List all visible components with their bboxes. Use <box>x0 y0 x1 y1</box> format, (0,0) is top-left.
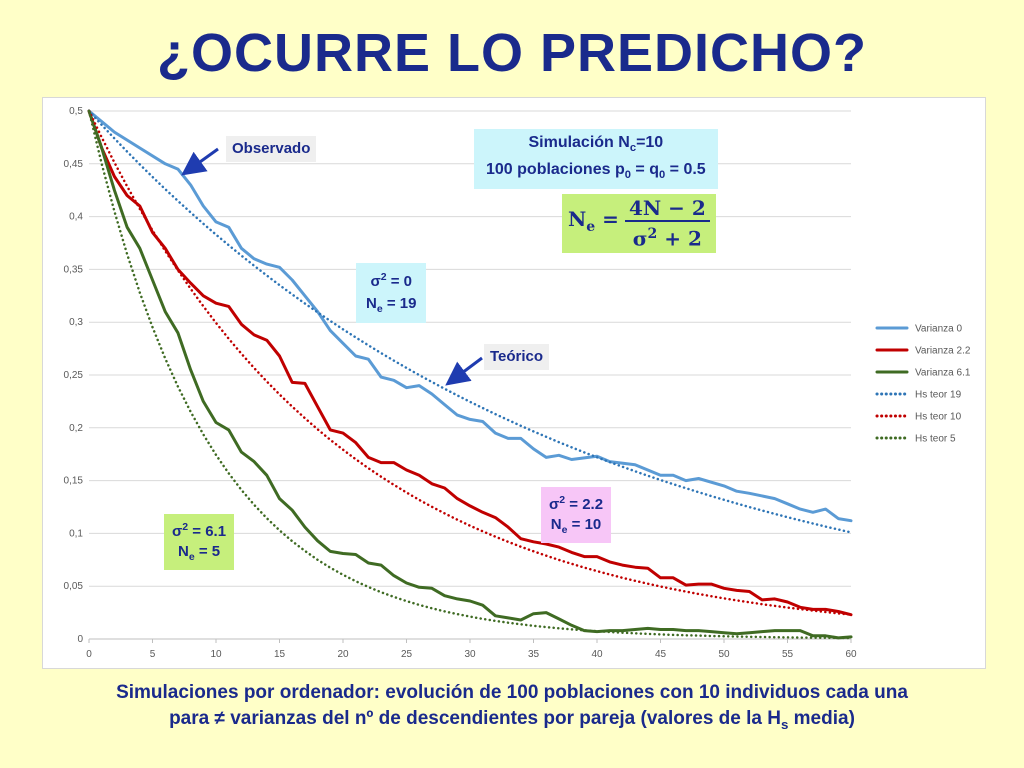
v22-sup: 2 <box>559 494 566 506</box>
chart-panel: 0 0,05 0,1 0,15 0,2 0,25 0,3 0,35 0,4 0,45 0,5 0 5 10… <box>42 97 986 669</box>
legend-label: Varianza 0 <box>915 324 963 335</box>
formula-n: N <box>568 207 587 232</box>
slide-title: ¿OCURRE LO PREDICHO? <box>156 23 867 83</box>
v0-ne: N <box>366 295 377 312</box>
v22-sigma-line: σ2 = 2.2 <box>549 490 603 515</box>
ne-formula: Ne = 4N − 2 σ2 + 2 <box>562 194 716 253</box>
formula-sub-e: e <box>586 219 596 236</box>
formula-plus2: + 2 <box>657 226 702 251</box>
series-line-varianza-0 <box>87 109 853 523</box>
v0-ne-line: Ne = 19 <box>366 293 416 320</box>
variance-0-box: σ2 = 0 Ne = 19 <box>356 263 427 323</box>
caption-line-3: media) <box>788 708 855 729</box>
y-tick-label: 0,15 <box>64 476 84 487</box>
v22-ne: N <box>550 516 562 533</box>
x-tick-label: 50 <box>718 649 730 660</box>
v61-sup: 2 <box>182 521 189 533</box>
v22-ne-line: Ne = 10 <box>549 515 603 540</box>
formula-sup: 2 <box>647 226 658 242</box>
formula-lhs: Ne = <box>568 209 619 237</box>
caption-line-2: para ≠ varianzas del nº de descendientes… <box>169 708 781 729</box>
sim-sub-p: 0 <box>624 169 631 182</box>
sim-text-e: = 0.5 <box>665 161 706 179</box>
v0-ne-val: = 19 <box>382 295 417 312</box>
x-tick-label: 55 <box>782 649 794 660</box>
y-tick-label: 0,3 <box>69 317 83 328</box>
v61-sigma-val: = 6.1 <box>188 523 227 540</box>
x-tick-label: 0 <box>86 649 92 660</box>
legend-label: Varianza 6.1 <box>915 368 971 379</box>
caption-line-1: Simulaciones por ordenador: evolución de… <box>116 682 908 703</box>
series-line-varianza-2-2 <box>87 109 853 617</box>
y-tick-label: 0,1 <box>69 528 83 539</box>
y-tick-label: 0,45 <box>64 159 84 170</box>
variance-2-2-box: σ2 = 2.2 Ne = 10 <box>541 487 612 543</box>
sim-sub-q: 0 <box>658 169 666 182</box>
legend-label: Varianza 2.2 <box>915 346 971 357</box>
v0-sigma: σ <box>370 273 381 290</box>
sim-text-a: Simulación N <box>528 134 630 151</box>
series-line-hs-teor-5 <box>87 109 853 640</box>
y-tick-label: 0,35 <box>64 264 84 275</box>
simulation-line-1: Simulación Nc=10 <box>486 132 706 159</box>
formula-fraction: 4N − 2 σ2 + 2 <box>624 196 710 251</box>
v61-sigma: σ <box>172 523 183 540</box>
x-tick-label: 30 <box>464 649 476 660</box>
legend-label: Hs teor 5 <box>915 434 956 445</box>
simulation-line-2: 100 poblaciones p0 = q0 = 0.5 <box>486 159 706 186</box>
x-tick-label: 15 <box>274 649 286 660</box>
v0-sigma-line: σ2 = 0 <box>366 266 416 293</box>
series-line-varianza-6-1 <box>87 109 853 640</box>
v22-ne-val: = 10 <box>567 516 602 533</box>
teorico-arrow <box>445 356 483 386</box>
variance-6-1-box: σ2 = 6.1 Ne = 5 <box>164 514 235 570</box>
formula-eq: = <box>595 207 619 232</box>
formula-numerator: 4N − 2 <box>624 196 710 222</box>
v22-sigma: σ <box>549 496 560 513</box>
formula-denominator: σ2 + 2 <box>629 222 706 251</box>
series-line-hs-teor-10 <box>87 109 853 616</box>
x-tick-label: 45 <box>655 649 667 660</box>
v61-ne: N <box>177 543 189 560</box>
v0-sigma-val: = 0 <box>386 273 412 290</box>
x-tick-label: 25 <box>401 649 413 660</box>
y-tick-label: 0,25 <box>64 370 84 381</box>
x-tick-label: 40 <box>591 649 603 660</box>
y-tick-label: 0,5 <box>69 106 83 117</box>
simulation-info-box: Simulación Nc=10 100 poblaciones p0 = q0… <box>474 129 718 190</box>
v61-sigma-line: σ2 = 6.1 <box>172 517 226 542</box>
x-tick-label: 5 <box>150 649 156 660</box>
caption-sub: s <box>780 716 789 732</box>
v0-ne-sub: e <box>376 303 383 315</box>
teorico-label: Teórico <box>484 344 550 370</box>
observado-label: Observado <box>226 136 317 162</box>
sim-text-d: = q <box>630 161 659 179</box>
line-chart: 0 0,05 0,1 0,15 0,2 0,25 0,3 0,35 0,4 0,45 0,5 0 5 10… <box>64 106 971 660</box>
formula-sigma: σ <box>632 226 648 251</box>
y-tick-label: 0 <box>77 634 83 645</box>
v61-ne-sub: e <box>188 551 195 563</box>
sim-sub-c: c <box>629 142 637 155</box>
x-tick-label: 20 <box>337 649 349 660</box>
x-tick-label: 60 <box>845 649 857 660</box>
observado-arrow <box>181 147 219 176</box>
x-tick-label: 10 <box>210 649 222 660</box>
sim-text-c: 100 poblaciones p <box>486 161 625 179</box>
sim-text-b: =10 <box>636 134 664 151</box>
v22-ne-sub: e <box>561 524 568 536</box>
x-tick-label: 35 <box>528 649 540 660</box>
v61-ne-line: Ne = 5 <box>172 542 226 567</box>
y-tick-label: 0,05 <box>64 581 84 592</box>
legend-label: Hs teor 10 <box>915 412 962 423</box>
y-tick-label: 0,4 <box>69 212 83 223</box>
slide-caption: Simulaciones por ordenador: evolución de… <box>20 680 1004 738</box>
legend-label: Hs teor 19 <box>915 390 962 401</box>
y-tick-label: 0,2 <box>69 423 83 434</box>
v0-sup: 2 <box>380 271 387 283</box>
series-line-hs-teor-19 <box>87 109 853 534</box>
v22-sigma-val: = 2.2 <box>565 496 604 513</box>
v61-ne-val: = 5 <box>194 543 221 560</box>
